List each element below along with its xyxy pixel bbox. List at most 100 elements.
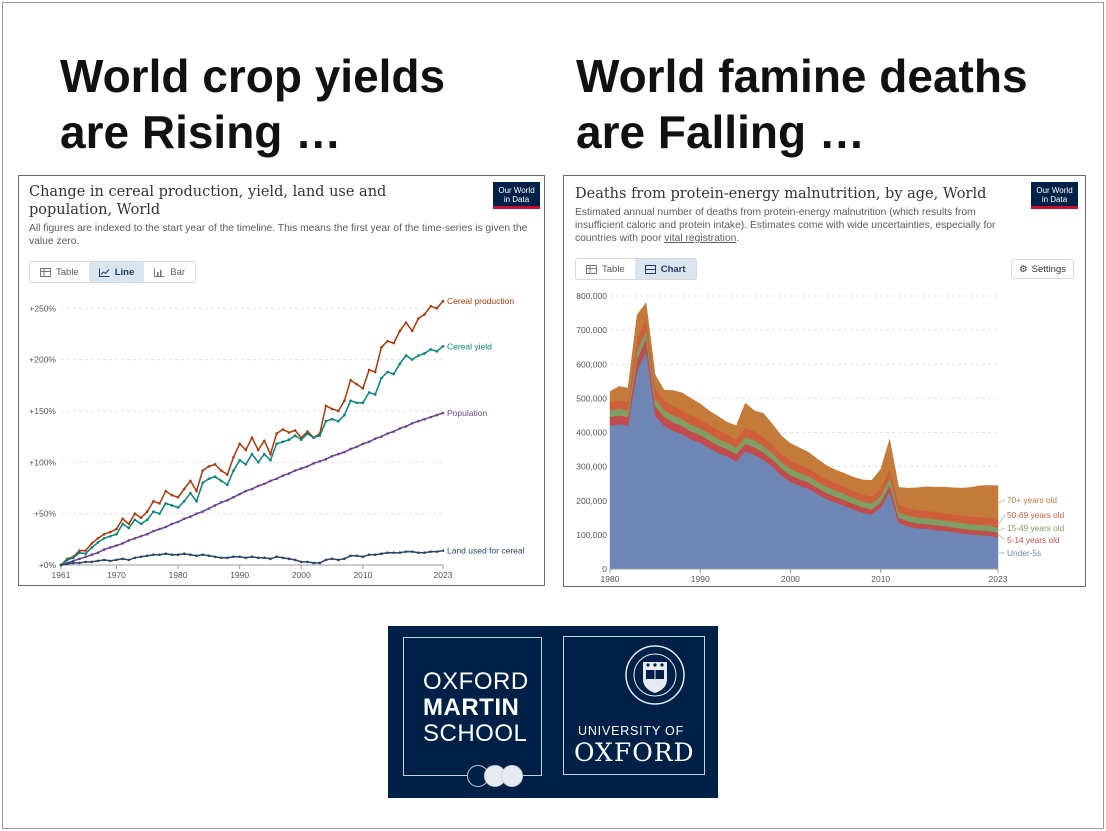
y-tick-label: 700,000 (576, 325, 607, 335)
y-tick-label: 800,000 (576, 291, 607, 301)
data-point (373, 370, 377, 374)
data-point (219, 479, 223, 483)
vital-registration-link[interactable]: vital registration (664, 233, 737, 244)
owid-logo[interactable]: Our World in Data (1031, 182, 1078, 209)
x-tick-label: 2000 (781, 574, 800, 584)
headline-line: World famine deaths (576, 50, 1028, 102)
data-point (404, 321, 408, 324)
chart-subtitle: Estimated annual number of deaths from p… (575, 206, 1005, 245)
uo-frame (563, 636, 705, 775)
data-point (139, 534, 143, 538)
series-label: Population (447, 408, 487, 418)
data-point (72, 559, 75, 563)
data-point (201, 553, 205, 557)
data-point (386, 339, 389, 343)
data-point (343, 399, 346, 402)
data-point (256, 448, 260, 452)
chart-subtitle: All figures are indexed to the start yea… (29, 223, 528, 247)
data-point (293, 434, 297, 437)
data-point (398, 362, 402, 366)
data-point (404, 425, 408, 428)
data-point (170, 504, 174, 507)
data-point (361, 401, 365, 405)
malnutrition-area-chart: 0 100,000 200,000 300,000 400,000 500,000 600,… (576, 291, 1065, 584)
data-point (299, 438, 303, 442)
headline-line: are Rising … (60, 106, 342, 158)
tab-chart[interactable]: Chart (634, 259, 696, 279)
tab-table[interactable]: Table (30, 262, 89, 282)
tab-bar[interactable]: Bar (144, 262, 195, 282)
data-point (386, 432, 389, 435)
data-point (232, 455, 235, 459)
x-tick-label: 2000 (292, 570, 311, 580)
data-point (269, 458, 272, 462)
data-point (429, 348, 432, 351)
data-point (275, 477, 278, 481)
tab-label: Table (602, 263, 625, 275)
data-point (115, 527, 118, 531)
series-label: 50-69 years old (1007, 510, 1065, 520)
data-point (281, 556, 285, 560)
data-point (176, 506, 180, 509)
y-tick-label: 600,000 (576, 359, 607, 369)
headline-famine-deaths: World famine deaths are Falling … (576, 48, 1028, 160)
subtitle-text: Estimated annual number of deaths from p… (575, 207, 996, 244)
oxford-martin-school-logo: OXFORD MARTIN SCHOOL UNIVERSITY OF OXFOR… (388, 626, 718, 798)
data-point (152, 500, 155, 503)
data-point (417, 317, 420, 320)
data-point (343, 450, 346, 454)
headline-line: World crop yields (60, 50, 446, 102)
data-point (423, 551, 426, 554)
data-point (226, 483, 229, 487)
label-connector (998, 534, 1006, 541)
settings-label: Settings (1031, 263, 1066, 275)
y-tick-label: +50% (34, 509, 56, 519)
data-point (293, 469, 297, 472)
data-point (398, 551, 402, 554)
data-point (176, 520, 180, 524)
data-point (219, 556, 223, 560)
data-point (349, 378, 352, 382)
data-point (158, 527, 161, 531)
data-point (361, 387, 365, 390)
settings-button[interactable]: ⚙ Settings (1011, 259, 1074, 279)
logo-line: Our World (498, 186, 535, 195)
data-point (441, 299, 445, 303)
data-point (263, 452, 266, 456)
y-tick-label: +250% (29, 303, 56, 313)
data-point (355, 445, 359, 449)
data-point (429, 550, 432, 553)
tab-line[interactable]: Line (88, 262, 145, 282)
owid-logo[interactable]: Our World in Data (493, 182, 540, 209)
data-point (145, 554, 149, 558)
data-point (435, 350, 439, 353)
data-point (281, 440, 285, 444)
y-tick-label: 200,000 (576, 496, 607, 506)
data-point (299, 467, 303, 470)
data-point (373, 393, 377, 396)
data-point (244, 463, 248, 466)
label-connector (998, 499, 1006, 504)
data-point (244, 556, 248, 560)
data-point (324, 404, 328, 408)
data-point (361, 555, 365, 559)
x-tick-label: 2023 (434, 570, 453, 580)
data-point (238, 458, 241, 462)
series-label: Under-5s (1007, 548, 1041, 558)
data-point (269, 479, 272, 483)
data-point (361, 442, 365, 446)
data-point (435, 550, 439, 553)
tab-table[interactable]: Table (576, 259, 635, 279)
chart-title: Deaths from protein-energy malnutrition,… (575, 186, 987, 202)
data-point (250, 487, 254, 491)
data-point (65, 562, 69, 566)
data-point (367, 440, 371, 444)
data-point (121, 522, 124, 526)
data-point (336, 419, 340, 423)
data-point (96, 551, 100, 554)
y-tick-label: +100% (29, 457, 56, 467)
wordmark-line: MARTIN (423, 694, 520, 721)
data-point (306, 560, 309, 564)
data-point (189, 479, 192, 483)
data-point (207, 477, 211, 481)
